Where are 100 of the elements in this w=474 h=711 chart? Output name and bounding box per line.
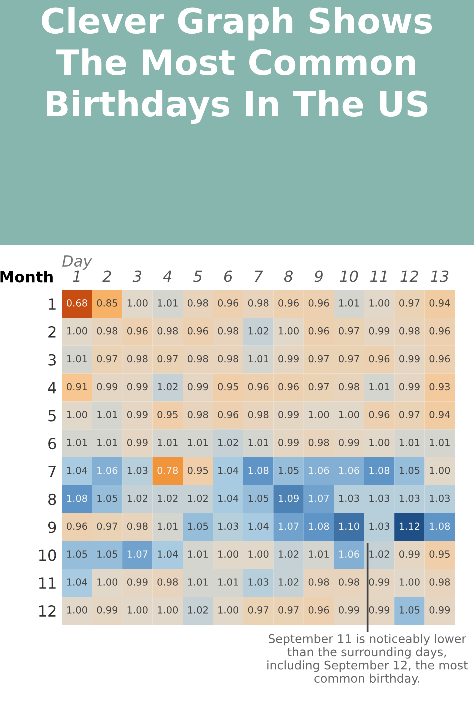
data-label: 1.01 [248,439,268,446]
data-label: 0.99 [278,411,299,418]
x-tick-label: 8 [284,270,293,282]
data-label: 0.99 [278,439,299,446]
data-label: 1.00 [218,606,239,614]
y-tick-label: 2 [48,326,56,338]
data-label: 0.96 [430,327,450,335]
data-label: 0.95 [188,466,208,474]
data-label: 0.98 [339,383,360,391]
data-label: 1.05 [98,550,118,558]
data-label: 0.97 [97,355,118,363]
data-label: 1.01 [67,439,88,446]
x-tick-label: 6 [224,270,233,282]
data-label: 0.96 [308,327,330,335]
data-label: 1.05 [248,494,269,502]
data-label: 1.05 [188,522,208,530]
data-label: 1.01 [188,439,208,446]
data-label: 1.04 [218,466,239,474]
data-label: 1.04 [67,466,88,474]
y-tick-label: 12 [39,605,56,617]
data-label: 0.96 [218,411,239,418]
y-tick-label: 5 [48,410,56,422]
data-label: 0.98 [97,327,118,335]
x-tick-label: 7 [255,270,264,282]
x-tick-label: 11 [370,270,387,282]
data-label: 1.00 [67,327,88,335]
data-label: 0.96 [308,606,330,614]
data-label: 0.97 [158,355,178,363]
data-label: 0.98 [430,578,450,586]
data-label: 1.10 [339,522,360,530]
data-label: 1.02 [158,494,178,502]
data-label: 1.02 [158,383,178,391]
data-label: 1.02 [128,494,148,502]
y-axis-title: Month [0,270,53,283]
data-label: 0.97 [248,606,269,614]
data-label: 1.00 [67,606,88,614]
data-label: 0.95 [158,411,178,418]
data-label: 0.91 [67,383,88,391]
data-label: 1.00 [218,550,239,558]
data-label: 1.05 [279,466,299,474]
data-label: 1.02 [279,578,299,586]
data-label: 1.01 [309,550,329,558]
x-tick-label: 9 [314,270,323,282]
data-label: 1.01 [248,355,268,363]
data-label: 0.98 [308,578,330,586]
data-label: 1.00 [128,300,148,307]
x-tick-label: 4 [163,270,172,282]
data-label: 1.04 [248,522,269,530]
data-label: 0.96 [127,327,148,335]
data-label: 1.00 [339,411,360,418]
data-label: 0.98 [400,327,420,335]
x-tick-label: 10 [340,270,358,282]
data-label: 1.01 [218,578,238,586]
data-label: 1.00 [128,606,148,614]
data-label: 0.97 [339,327,360,335]
y-tick-label: 10 [39,550,56,562]
data-label: 1.03 [128,466,148,474]
y-tick-label: 8 [48,494,56,506]
data-label: 1.01 [400,439,420,446]
y-tick-label: 4 [48,382,56,394]
data-label: 1.00 [309,411,330,418]
data-label: 0.96 [278,300,300,307]
data-label: 0.99 [127,578,148,586]
data-label: 0.98 [127,355,148,363]
y-tick-label: 1 [49,298,56,310]
data-label: 1.01 [98,439,118,446]
data-label: 0.96 [308,300,330,307]
data-label: 0.98 [188,355,208,363]
data-label: 1.05 [400,606,420,614]
data-label: 1.02 [370,550,390,558]
data-label: 1.01 [370,383,390,391]
data-label: 1.00 [370,300,390,307]
data-label: 0.98 [188,411,208,418]
data-label: 1.01 [98,411,118,418]
data-label: 1.01 [67,355,88,363]
data-label: 0.94 [430,300,450,307]
data-label: 0.99 [369,578,390,586]
data-label: 1.07 [309,494,330,502]
data-label: 1.00 [158,606,178,614]
data-label: 0.97 [339,355,360,363]
data-label: 0.99 [369,327,390,335]
data-label: 0.96 [278,383,300,391]
data-label: 0.98 [158,327,178,335]
data-label: 0.94 [430,411,450,418]
x-tick-label: 1 [73,270,80,282]
data-label: 0.99 [188,383,208,391]
data-label: 0.99 [339,439,360,446]
data-label: 1.06 [339,466,360,474]
data-label: 1.01 [158,439,178,446]
data-label: 0.99 [127,411,148,418]
data-label: 1.06 [98,466,118,474]
data-label: 1.05 [400,466,420,474]
data-label: 1.05 [67,550,88,558]
data-label: 1.00 [98,578,118,586]
data-label: 1.00 [370,439,390,446]
data-label: 0.85 [97,300,118,307]
data-label: 0.99 [430,606,450,614]
data-label: 1.03 [370,494,390,502]
data-label: 0.99 [127,439,148,446]
data-label: 0.96 [430,355,450,363]
